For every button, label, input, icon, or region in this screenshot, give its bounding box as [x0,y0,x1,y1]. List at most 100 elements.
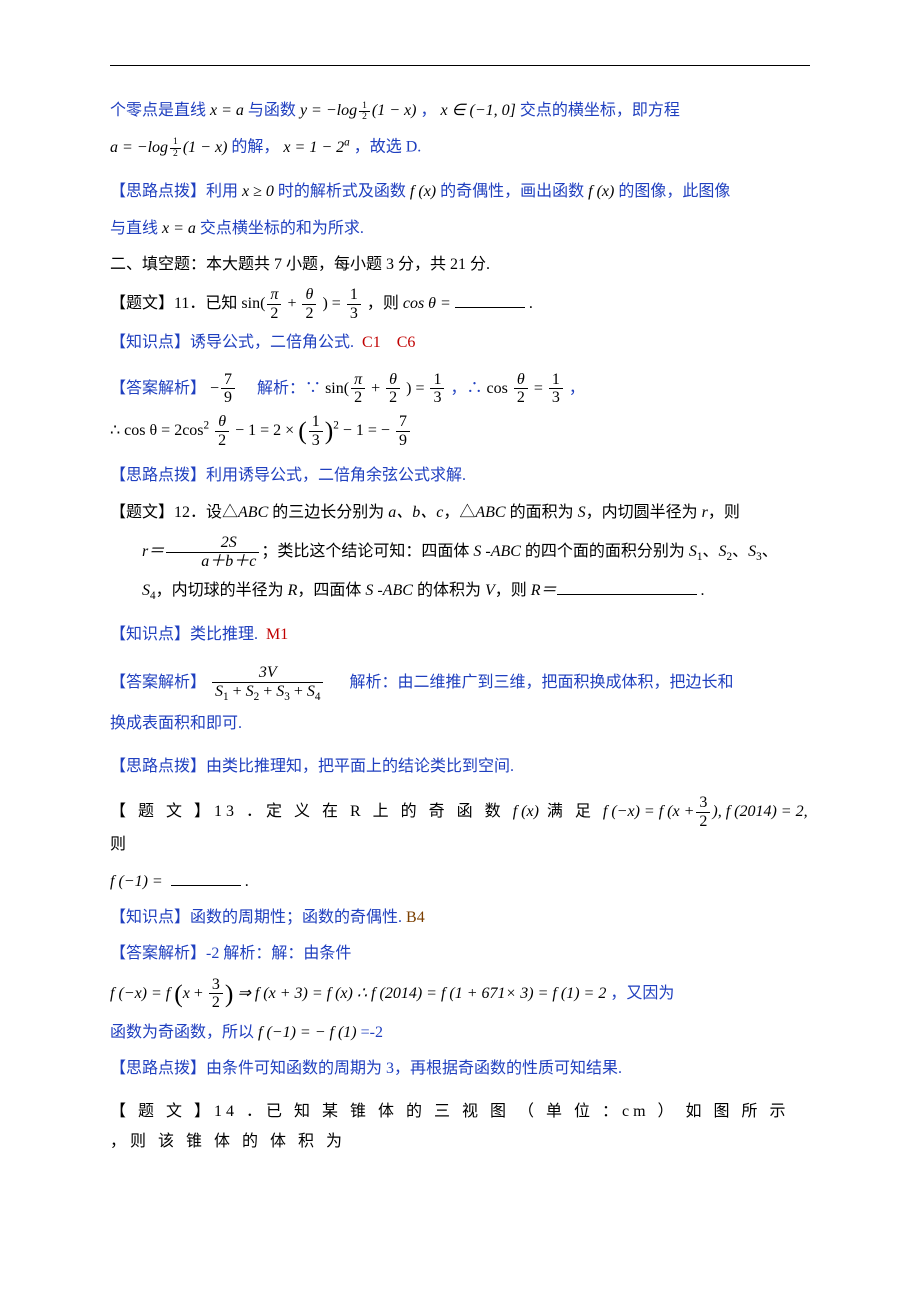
t: 的面积为 [506,504,578,521]
t: θ [386,371,400,390]
t: ，故选 D. [354,139,422,156]
t: S [142,582,150,599]
t: ∴ cos θ = 2cos [110,422,204,439]
eq-fneg: f (−x) = f (x +32), f (2014) = 2, [603,803,808,820]
rparen-icon: ) [325,416,334,445]
t: R＝ [531,582,557,599]
lparen-icon: ( [174,979,183,1008]
eq-xge0: x ≥ 0 [242,183,274,200]
t: 3 [549,389,563,407]
q13-hint: 【思路点拨】由条件可知函数的周期为 3，再根据奇函数的性质可知结果. [110,1054,810,1084]
t: ) = [322,295,340,312]
t: 【思路点拨】利用 [110,183,238,200]
code-c1: C1 [362,334,381,351]
q12-answer-2: 换成表面积和即可. [110,709,810,739]
t: 2 [386,389,400,407]
rparen-icon: ) [225,979,234,1008]
t: ， [420,102,436,119]
t: R [288,582,298,599]
q12-ans-frac: 3VS1 + S2 + S3 + S4 [210,674,329,691]
t: f (−x) = f [110,984,170,1001]
t: 1 [309,413,323,432]
t: y = −log [300,102,357,119]
t: 【知识点】诱导公式，二倍角公式. [110,334,354,351]
t: V [485,582,495,599]
t: a = −log [110,139,168,156]
q11-ans-frac: −79 [210,380,241,397]
t: 个零点是直线 [110,102,206,119]
t: − 1 = − [343,422,390,439]
t: 2 [267,305,281,323]
t: 【知识点】函数的周期性；函数的奇偶性. [110,909,402,926]
t: 2 [215,432,229,450]
t: 、 [732,543,748,560]
q11-knowledge: 【知识点】诱导公式，二倍角公式. C1 C6 [110,328,810,358]
t: 2 [696,813,710,831]
t: S [719,543,727,560]
t: 则 [110,836,130,853]
q13-answer-eq: f (−x) = f (x + 32) ⇒ f (x + 3) = f (x) … [110,976,810,1012]
t: S [748,543,756,560]
eq-x-eq-a: x = a [210,102,244,119]
code-m1: M1 [266,626,288,643]
t: ABC [238,504,268,521]
t: ), [712,803,721,820]
t: 1 [549,371,563,390]
t: a＋b＋c [166,553,259,571]
t: 【知识点】类比推理. [110,626,258,643]
eq-sin: sin(π2 + θ2 ) = 13 [241,295,366,312]
t: 满 足 [547,803,595,820]
t: S [578,504,586,521]
t: 的奇偶性，画出函数 [440,183,584,200]
t: ，则 [708,504,740,521]
q11-answer-line2: ∴ cos θ = 2cos2 θ2 − 1 = 2 × (13)2 − 1 =… [110,413,810,449]
t: 9 [396,432,410,450]
t: ，四面体 [297,582,365,599]
eq-a-log: a = −log12(1 − x) [110,139,231,156]
t: 2 [351,389,365,407]
t: ABC [475,504,505,521]
t: ，又因为 [610,984,674,1001]
t: ，内切球的半径为 [156,582,288,599]
t: 解析：∵ [257,380,321,397]
eq-sin-2: sin(π2 + θ2 ) = 13 [325,380,450,397]
t: sin( [325,380,349,397]
t: 的图像，此图像 [618,183,730,200]
q13-stem-2: f (−1) = . [110,867,810,897]
q12-hint: 【思路点拨】由类比推理知，把平面上的结论类比到空间. [110,752,810,782]
t: ，则 [495,582,531,599]
t: 3 [309,432,323,450]
t: 交点横坐标的和为所求. [200,220,364,237]
t: sin( [241,295,265,312]
t: cos [486,380,507,397]
t: 2 [333,419,339,431]
t: 3 [696,794,710,813]
blank-q12 [557,578,697,595]
code-c6: C6 [397,334,416,351]
t: S [689,543,697,560]
t: f (−x) = f (x + [603,803,694,820]
t: 3 [430,389,444,407]
eq-ylog: y = −log12(1 − x) [300,102,421,119]
eq-cos-half: cos θ2 = 13 [486,380,568,397]
t: + [287,295,296,312]
t: cos θ = [403,295,451,312]
t: − [210,380,219,397]
q12-ans-den: S1 + S2 + S3 + S4 [212,683,323,704]
q13-stem-1: 【 题 文 】13 ．定 义 在 R 上 的 奇 函 数 f (x) 满 足 f… [110,794,810,861]
t: S -ABC [473,543,521,560]
t: =-2 [361,1024,383,1041]
section-2-title: 二、填空题：本大题共 7 小题，每小题 3 分，共 21 分. [110,250,810,280]
t: ， [569,380,585,397]
t: 2 [514,389,528,407]
line-hint-prev-2: 与直线 x = a 交点横坐标的和为所求. [110,214,810,244]
t: − 1 = 2 × [235,422,294,439]
t: 、 [703,543,719,560]
t: θ [514,371,528,390]
t: 2 [204,419,210,431]
t: 的四个面的面积分别为 [521,543,689,560]
t: 1 [347,286,361,305]
line-prev-sol-1: 个零点是直线 x = a 与函数 y = −log12(1 − x) ， x ∈… [110,96,810,126]
t: ；类比这个结论可知：四面体 [261,543,473,560]
t: 7 [396,413,410,432]
